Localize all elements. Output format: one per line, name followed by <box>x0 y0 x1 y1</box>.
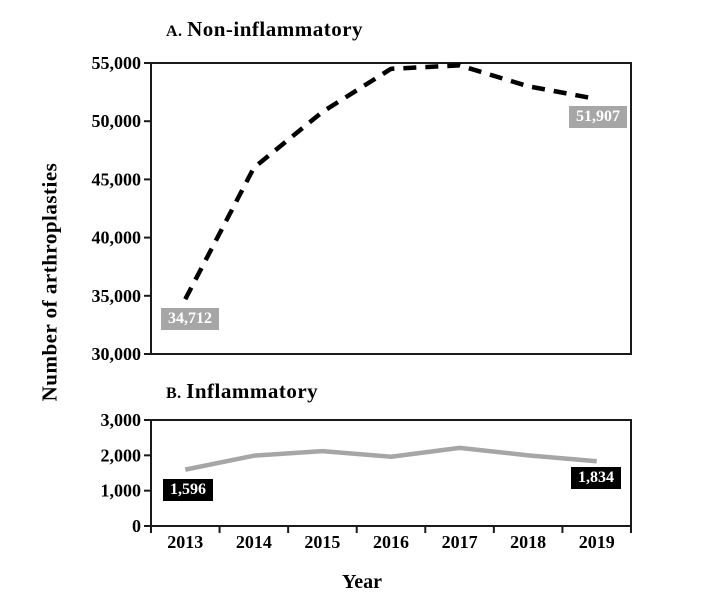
x-tick-label: 2017 <box>442 532 478 552</box>
y-tick-label: 40,000 <box>92 228 142 248</box>
series-line-inflammatory <box>184 445 597 472</box>
data-label-inflammatory-2019: 1,834 <box>571 467 621 489</box>
y-tick-label: 1,000 <box>101 481 142 501</box>
y-tick-label: 3,000 <box>101 410 142 430</box>
y-tick-label: 2,000 <box>101 445 142 465</box>
x-tick-label: 2014 <box>236 532 272 552</box>
x-axis-title: Year <box>342 571 382 593</box>
panel-a-letter: A. <box>166 23 183 40</box>
y-tick-label: 30,000 <box>92 344 142 364</box>
data-label-noninflammatory-2013: 34,712 <box>161 308 219 330</box>
panel-b-frame <box>150 419 632 527</box>
y-tick-label: 55,000 <box>92 53 142 73</box>
y-tick-label: 35,000 <box>92 286 142 306</box>
x-tick-label: 2018 <box>510 532 546 552</box>
y-tick-label: 0 <box>132 516 141 536</box>
series-line-non-inflammatory <box>183 63 598 301</box>
panel-b-letter: B. <box>166 385 182 402</box>
y-tick-label: 50,000 <box>92 111 142 131</box>
panel-a-title-text: Non-inflammatory <box>187 17 364 41</box>
panel-b-title-text: Inflammatory <box>186 379 319 403</box>
x-tick-label: 2015 <box>304 532 340 552</box>
x-tick-label: 2013 <box>167 532 203 552</box>
x-tick-label: 2016 <box>373 532 409 552</box>
x-tick-label: 2019 <box>579 532 615 552</box>
panel-b-title: B. Inflammatory <box>166 379 318 404</box>
data-label-inflammatory-2013: 1,596 <box>163 479 213 501</box>
y-tick-label: 45,000 <box>92 169 142 189</box>
panel-a-frame <box>150 62 632 355</box>
panel-a-title: A. Non-inflammatory <box>166 17 363 42</box>
data-label-noninflammatory-2019: 51,907 <box>569 106 627 128</box>
